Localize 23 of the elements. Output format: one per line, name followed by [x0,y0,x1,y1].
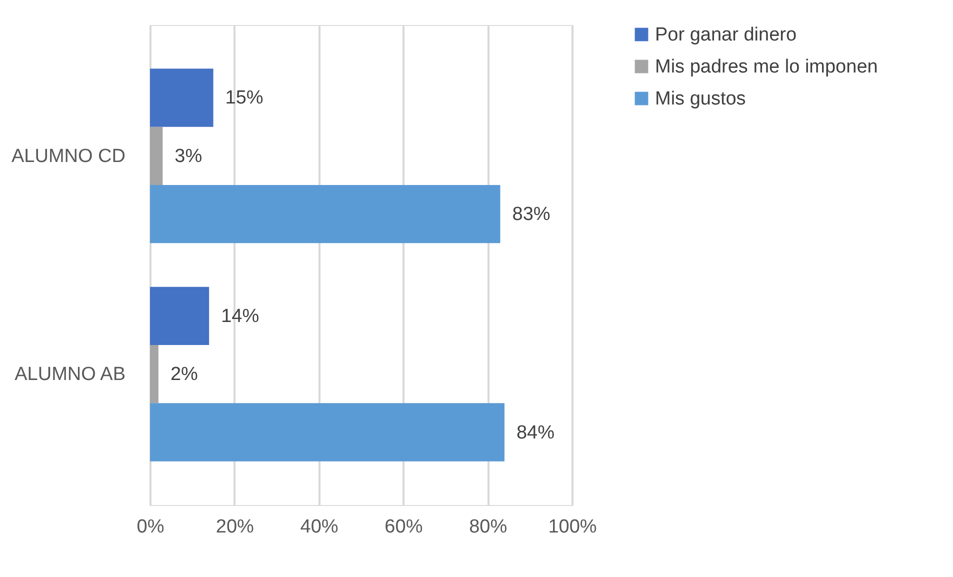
legend-label: Mis padres me lo imponen [655,56,878,78]
bar [150,286,210,345]
bar [150,403,504,462]
legend-label: Por ganar dinero [655,24,797,46]
data-label: 84% [516,422,555,444]
bar [150,68,214,127]
bar [150,185,500,244]
x-tick-label: 20% [216,516,254,538]
x-tick-label: 0% [136,516,164,538]
data-label: 3% [174,146,202,167]
bar [150,126,163,185]
legend-label: Mis gustos [655,88,746,110]
x-tick-label: 40% [300,516,338,538]
bar [150,345,158,404]
data-label: 83% [512,204,550,226]
x-tick-label: 80% [469,516,508,538]
data-label: 2% [170,364,198,386]
y-tick-label: ALUMNO CD [11,146,126,167]
x-tick-label: 100% [548,516,597,538]
y-tick-label: ALUMNO AB [14,364,126,386]
data-label: 15% [225,88,264,109]
x-tick-label: 60% [384,516,423,538]
data-label: 14% [221,306,260,327]
